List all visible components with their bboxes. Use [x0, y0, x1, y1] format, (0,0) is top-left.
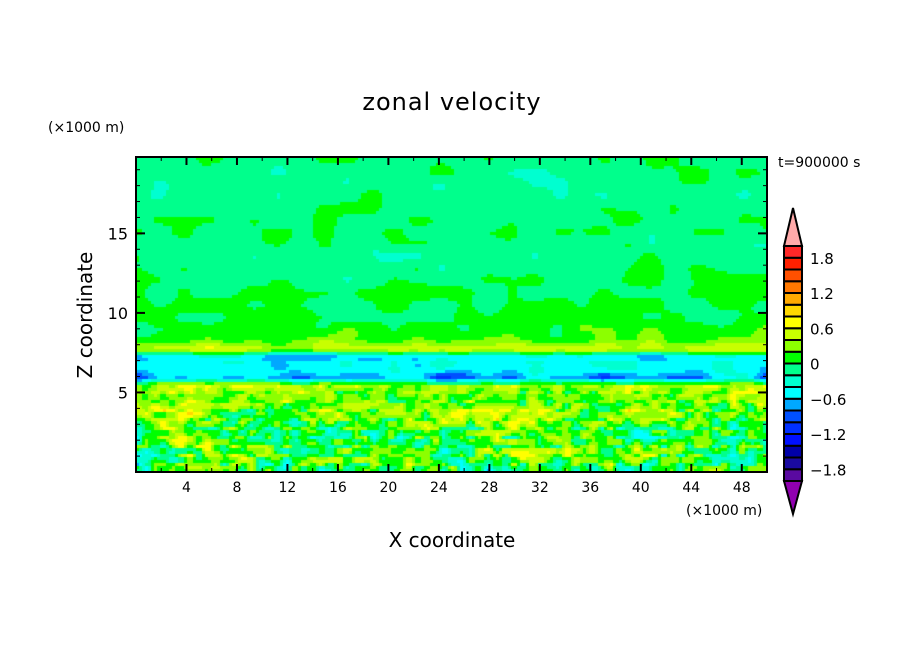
colorbar-box: [783, 433, 803, 447]
colorbar-label: 0.6: [810, 320, 834, 338]
x-tick-label: 48: [733, 480, 751, 496]
x-axis-unit: (×1000 m): [686, 503, 763, 519]
time-label: t=900000 s: [778, 155, 861, 171]
colorbar-box: [783, 444, 803, 459]
x-tick-label: 28: [480, 480, 498, 496]
colorbar-box: [783, 374, 803, 388]
colorbar-box: [783, 362, 803, 377]
colorbar-box: [783, 256, 803, 271]
colorbar-box: [783, 245, 803, 259]
y-tick-label: 15: [108, 224, 128, 243]
x-tick-label: 36: [581, 480, 599, 496]
x-tick-label: 32: [531, 480, 549, 496]
colorbar-label: 1.8: [810, 250, 834, 268]
colorbar-box: [783, 397, 803, 412]
colorbar-box: [783, 350, 803, 365]
x-tick-label: 24: [430, 480, 448, 496]
colorbar-box: [783, 421, 803, 435]
colorbar-label: −1.8: [810, 461, 846, 479]
x-tick-label: 40: [632, 480, 650, 496]
x-tick-label: 44: [682, 480, 700, 496]
colorbar-under-triangle: [782, 480, 804, 518]
x-tick-label: 16: [329, 480, 347, 496]
colorbar-label: 1.2: [810, 285, 834, 303]
colorbar-box: [783, 327, 803, 341]
x-tick-label: 4: [182, 480, 191, 496]
colorbar-label: 0: [810, 356, 820, 374]
colorbar-box: [783, 315, 803, 330]
y-tick-label: 10: [108, 304, 128, 323]
colorbar-label: −0.6: [810, 391, 846, 409]
colorbar-box: [783, 268, 803, 283]
x-axis-label: X coordinate: [388, 528, 516, 552]
velocity-field: [136, 157, 767, 472]
plot-frame: [135, 156, 768, 473]
x-tick-label: 20: [379, 480, 397, 496]
colorbar-box: [783, 280, 803, 294]
colorbar-box: [783, 386, 803, 400]
colorbar-box: [783, 303, 803, 318]
colorbar-box: [783, 409, 803, 424]
colorbar-box: [783, 292, 803, 306]
chart-title: zonal velocity: [362, 88, 542, 116]
colorbar-box: [783, 468, 803, 482]
x-tick-label: 12: [279, 480, 297, 496]
colorbar-over-triangle: [782, 207, 804, 247]
y-tick-label: 5: [118, 383, 128, 402]
x-tick-label: 8: [232, 480, 241, 496]
y-axis-unit: (×1000 m): [48, 120, 125, 136]
colorbar-box: [783, 456, 803, 471]
colorbar-label: −1.2: [810, 426, 846, 444]
colorbar-box: [783, 339, 803, 353]
